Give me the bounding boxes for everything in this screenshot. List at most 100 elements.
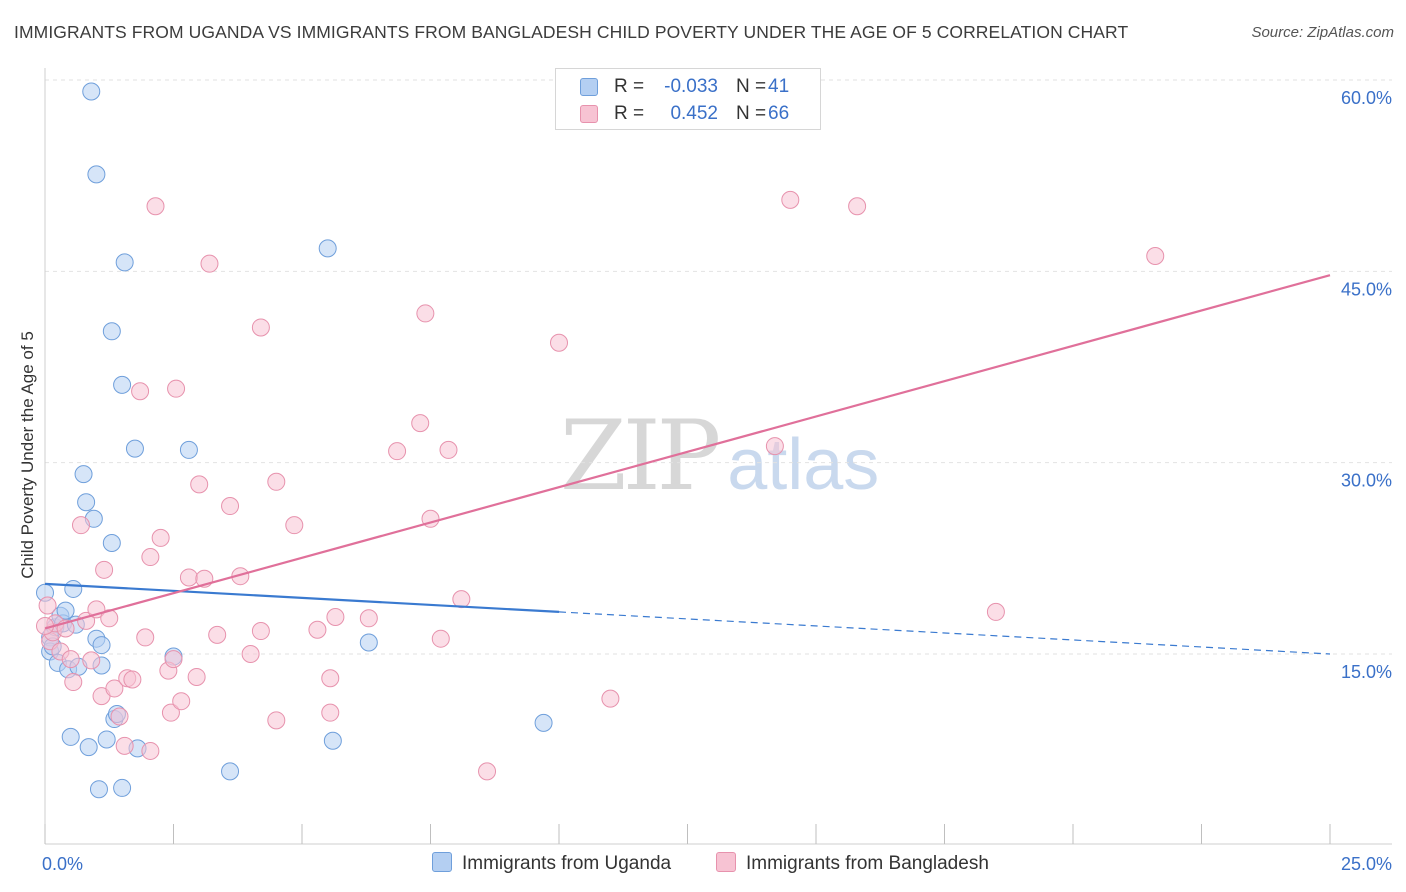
- bangladesh-point: [251, 622, 270, 641]
- bangladesh-point: [187, 667, 206, 686]
- bangladesh-point: [95, 560, 114, 579]
- uganda-point: [534, 713, 553, 732]
- y-tick-label: 60.0%: [1341, 88, 1392, 108]
- uganda-swatch: [580, 78, 598, 96]
- r-value: 0.452: [670, 103, 718, 124]
- uganda-point: [318, 239, 337, 258]
- uganda-point: [113, 778, 132, 797]
- bangladesh-point: [141, 548, 160, 567]
- bangladesh-point: [478, 762, 497, 781]
- bangladesh-point: [986, 602, 1005, 621]
- bangladesh-point: [241, 645, 260, 663]
- bangladesh-point: [765, 437, 784, 456]
- r-value: -0.033: [664, 76, 718, 97]
- bangladesh-point: [251, 318, 270, 337]
- legend-item-bangladesh: Immigrants from Bangladesh: [716, 852, 989, 875]
- bangladesh-point: [200, 254, 219, 273]
- uganda-point: [102, 322, 121, 341]
- uganda-point: [61, 727, 80, 746]
- bangladesh-point: [38, 596, 57, 615]
- bangladesh-point: [285, 516, 304, 535]
- bangladesh-point: [172, 692, 191, 711]
- watermark-atlas: atlas: [727, 425, 880, 505]
- y-tick-label: 15.0%: [1341, 662, 1392, 682]
- bangladesh-point: [161, 703, 180, 722]
- axis-layer: [44, 68, 1392, 845]
- bangladesh-point: [61, 650, 80, 669]
- bangladesh-swatch: [580, 105, 598, 123]
- bangladesh-point: [64, 673, 83, 692]
- uganda-point: [179, 440, 198, 459]
- uganda-point: [56, 601, 75, 620]
- bangladesh-point: [71, 516, 90, 535]
- bangladesh-trend-line: [44, 274, 1331, 630]
- bangladesh-point: [115, 736, 134, 755]
- bangladesh-point: [321, 703, 340, 722]
- uganda-point: [359, 633, 378, 652]
- uganda-point: [79, 738, 98, 757]
- bangladesh-point: [550, 333, 568, 352]
- x-tick-label: 0.0%: [42, 854, 83, 874]
- bangladesh-point: [416, 304, 435, 323]
- uganda-point: [323, 731, 342, 750]
- n-label: N =: [736, 76, 767, 97]
- bangladesh-point: [105, 679, 124, 698]
- legend-label-bangladesh: Immigrants from Bangladesh: [746, 853, 989, 874]
- bangladesh-point: [110, 707, 129, 726]
- stats-row-bangladesh: R = 0.452 N = 66: [556, 101, 820, 127]
- n-value: 41: [768, 76, 790, 97]
- bangladesh-point: [141, 741, 160, 760]
- y-tick-label: 45.0%: [1341, 279, 1392, 299]
- bangladesh-point: [267, 472, 286, 491]
- bangladesh-point: [123, 670, 142, 689]
- stats-legend: R = -0.033 N = 41 R = 0.452 N = 66: [555, 68, 821, 130]
- bangladesh-point: [848, 197, 867, 216]
- bangladesh-point: [359, 609, 378, 628]
- bangladesh-point: [190, 475, 209, 494]
- uganda-trend-line: [44, 582, 560, 614]
- watermark: ZIP atlas: [560, 400, 879, 512]
- n-label: N =: [736, 103, 767, 124]
- bangladesh-point: [431, 629, 450, 648]
- bangladesh-point: [136, 628, 155, 647]
- bangladesh-points: [36, 190, 1165, 781]
- bangladesh-point: [601, 689, 620, 708]
- chart-title: IMMIGRANTS FROM UGANDA VS IMMIGRANTS FRO…: [14, 22, 1129, 42]
- r-label: R =: [614, 103, 645, 124]
- legend-label-uganda: Immigrants from Uganda: [462, 853, 672, 874]
- uganda-point: [113, 375, 132, 394]
- bangladesh-point: [146, 197, 165, 216]
- bangladesh-point: [411, 414, 430, 433]
- bangladesh-point: [82, 651, 101, 670]
- bangladesh-point: [326, 608, 345, 627]
- bangladesh-point: [321, 669, 340, 688]
- source-label: Source: ZipAtlas.com: [1251, 24, 1394, 41]
- uganda-point: [125, 439, 144, 458]
- uganda-point: [82, 82, 101, 101]
- n-value: 66: [768, 103, 790, 124]
- bangladesh-point: [179, 568, 198, 587]
- uganda-point: [97, 730, 116, 749]
- legend-item-uganda: Immigrants from Uganda: [432, 852, 671, 875]
- uganda-point: [87, 165, 106, 184]
- bangladesh-point: [308, 620, 327, 639]
- uganda-point: [92, 636, 111, 655]
- stats-row-uganda: R = -0.033 N = 41: [556, 74, 820, 100]
- uganda-point: [89, 780, 108, 799]
- bangladesh-point: [781, 190, 800, 209]
- bangladesh-point: [452, 590, 471, 609]
- bangladesh-point: [1146, 247, 1165, 266]
- tick-labels: 15.0% 30.0% 45.0% 60.0% 0.0% 25.0%: [42, 88, 1392, 874]
- grid-layer: [45, 79, 1392, 655]
- bangladesh-point: [131, 382, 150, 401]
- bangladesh-point: [267, 711, 286, 730]
- bangladesh-point: [164, 650, 183, 669]
- bangladesh-point: [221, 497, 240, 516]
- bangladesh-point: [151, 528, 170, 547]
- uganda-point: [102, 534, 121, 553]
- bangladesh-point: [388, 442, 407, 461]
- bangladesh-point: [167, 379, 186, 398]
- uganda-point: [74, 465, 93, 484]
- uganda-point: [64, 579, 83, 598]
